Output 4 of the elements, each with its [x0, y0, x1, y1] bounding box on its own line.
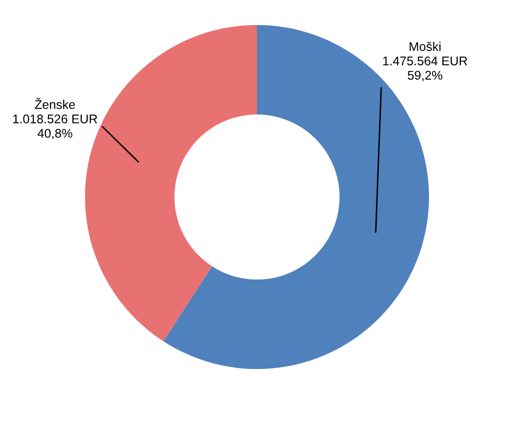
data-label: 1.018.526 EUR 40,8%	[13, 114, 98, 140]
data-label: 1.475.564 EUR 59,2%	[383, 56, 468, 82]
slice-label: Ženske	[34, 98, 75, 109]
slice-label: Moški	[410, 42, 440, 51]
